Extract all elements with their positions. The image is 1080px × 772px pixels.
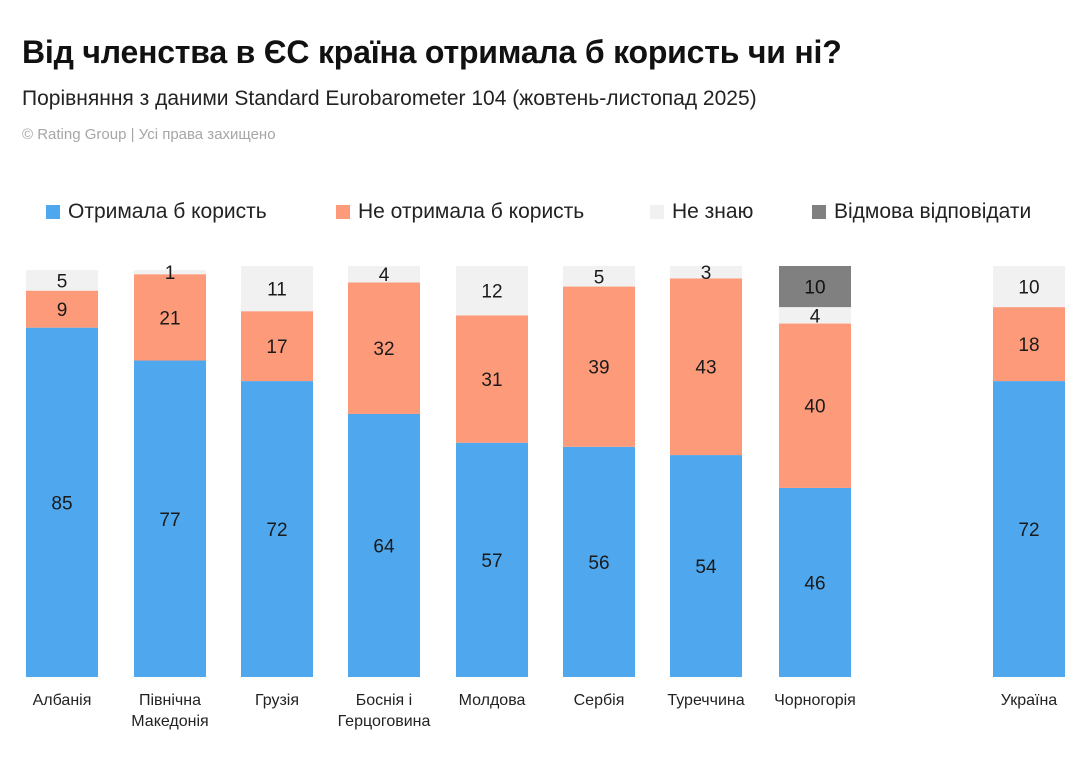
data-label-benefit-cat7: 46	[804, 573, 825, 594]
legend-label-dont-know: Не знаю	[672, 200, 754, 223]
legend-item-benefit: Отримала б користь	[46, 200, 267, 224]
category-label-georgia: Грузія	[254, 692, 300, 709]
chart-title: Від членства в ЄС країна отримала б кори…	[22, 34, 842, 70]
data-label-refusal-cat7: 10	[804, 278, 825, 299]
bar-segment-no-benefit-cat5	[563, 286, 635, 447]
data-label-benefit-cat4: 57	[481, 551, 502, 572]
data-label-no-benefit-cat8: 18	[1018, 335, 1039, 356]
category-label-albania: Албанія	[32, 692, 92, 709]
data-label-benefit-cat0: 85	[51, 493, 72, 514]
bar-segment-dont-know-cat0	[26, 270, 98, 291]
data-label-no-benefit-cat0: 9	[57, 300, 68, 321]
category-label-bosnia: Боснія і Герцоговина	[337, 692, 431, 730]
bar-segment-dont-know-cat6	[670, 266, 742, 279]
bar-segment-benefit-cat2	[241, 381, 313, 677]
bar-segment-benefit-cat6	[670, 455, 742, 677]
bar-segment-no-benefit-cat7	[779, 323, 851, 488]
legend-swatch-benefit	[46, 205, 60, 219]
data-label-benefit-cat1: 77	[159, 510, 180, 531]
category-label-turkey: Туреччина	[667, 692, 745, 709]
bar-segment-benefit-cat4	[456, 442, 528, 677]
bar-segment-no-benefit-cat0	[26, 290, 98, 328]
copyright-credit: © Rating Group | Усі права захищено	[22, 126, 276, 143]
data-label-benefit-cat2: 72	[266, 520, 287, 541]
data-label-no-benefit-cat2: 17	[266, 337, 287, 358]
data-label-benefit-cat3: 64	[373, 536, 395, 557]
bar-segment-benefit-cat0	[26, 327, 98, 677]
legend-swatch-dont-know	[650, 205, 664, 219]
legend-label-no-benefit: Не отримала б користь	[358, 200, 585, 223]
data-label-no-benefit-cat4: 31	[481, 370, 502, 391]
legend-item-no-benefit: Не отримала б користь	[336, 200, 584, 224]
legend-swatch-refusal	[812, 205, 826, 219]
bar-segment-dont-know-cat1	[134, 270, 206, 275]
bar-segment-dont-know-cat3	[348, 266, 420, 283]
bar-segment-dont-know-cat4	[456, 266, 528, 316]
bar-segment-no-benefit-cat3	[348, 282, 420, 414]
bar-segment-no-benefit-cat4	[456, 315, 528, 443]
bar-segment-no-benefit-cat8	[993, 307, 1065, 382]
bar-segment-benefit-cat1	[134, 360, 206, 677]
data-label-dont-know-cat2: 11	[267, 280, 287, 301]
bar-segment-dont-know-cat5	[563, 266, 635, 287]
data-label-no-benefit-cat3: 32	[373, 339, 394, 360]
data-label-dont-know-cat3: 4	[379, 265, 390, 286]
bar-segment-benefit-cat8	[993, 381, 1065, 677]
bar-segment-no-benefit-cat1	[134, 274, 206, 361]
data-label-dont-know-cat0: 5	[57, 271, 68, 292]
bar-segment-dont-know-cat7	[779, 307, 851, 324]
legend-item-refusal: Відмова відповідати	[812, 200, 1031, 224]
legend-item-dont-know: Не знаю	[650, 200, 753, 224]
bar-segment-no-benefit-cat6	[670, 278, 742, 456]
data-label-dont-know-cat6: 3	[701, 263, 712, 284]
data-label-no-benefit-cat1: 21	[159, 308, 180, 329]
data-label-no-benefit-cat7: 40	[804, 397, 825, 418]
category-label-moldova: Молдова	[458, 692, 526, 709]
legend-label-benefit: Отримала б користь	[68, 200, 267, 223]
legend-swatch-no-benefit	[336, 205, 350, 219]
bar-segment-dont-know-cat8	[993, 266, 1065, 308]
bar-segment-benefit-cat5	[563, 446, 635, 677]
data-label-benefit-cat5: 56	[588, 553, 609, 574]
legend-label-refusal: Відмова відповідати	[834, 200, 1032, 223]
data-label-dont-know-cat4: 12	[481, 282, 502, 303]
category-label-serbia: Сербія	[573, 692, 625, 709]
bar-segment-dont-know-cat2	[241, 266, 313, 312]
bar-segment-no-benefit-cat2	[241, 311, 313, 382]
bar-segment-benefit-cat3	[348, 413, 420, 677]
data-label-dont-know-cat8: 10	[1018, 278, 1039, 299]
data-label-dont-know-cat1: 1	[165, 263, 176, 284]
bar-segment-refusal-cat7	[779, 266, 851, 308]
data-label-benefit-cat8: 72	[1018, 520, 1039, 541]
data-label-no-benefit-cat6: 43	[695, 358, 716, 379]
bar-segment-benefit-cat7	[779, 487, 851, 677]
data-label-dont-know-cat7: 4	[810, 306, 821, 327]
category-label-ukraine: Україна	[1000, 692, 1058, 709]
data-label-dont-know-cat5: 5	[594, 267, 605, 288]
chart-subtitle: Порівняння з даними Standard Eurobaromet…	[22, 87, 757, 110]
data-label-no-benefit-cat5: 39	[588, 358, 609, 379]
data-label-benefit-cat6: 54	[695, 557, 717, 578]
category-label-montenegro: Чорногорія	[774, 692, 856, 709]
category-label-north-macedonia: Північна Македонія	[131, 692, 209, 730]
